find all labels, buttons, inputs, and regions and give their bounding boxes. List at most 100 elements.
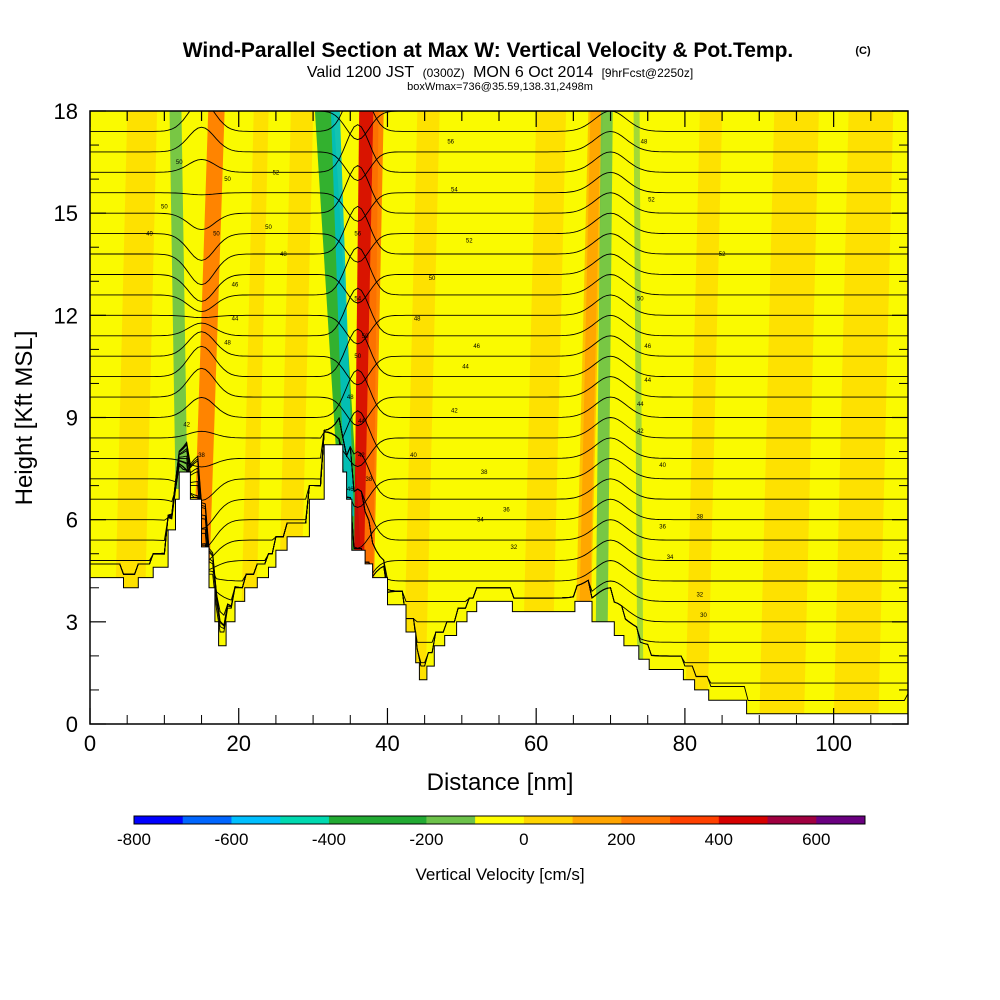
x-tick-label: 80	[673, 731, 697, 756]
downdraft-band	[595, 111, 613, 639]
colorbar-segment	[328, 816, 379, 824]
y-tick-label: 0	[66, 712, 78, 737]
contour-label-text: 52	[719, 252, 726, 258]
contour-label-text: 36	[659, 524, 666, 530]
contour-label-text: 50	[362, 334, 369, 340]
velocity-bands-layer	[169, 111, 644, 677]
contour-label-text: 52	[648, 198, 655, 204]
contour-label: 32	[696, 593, 703, 599]
colorbar-segment	[280, 816, 330, 824]
valid-time: Valid 1200 JST	[307, 64, 415, 81]
colorbar-tick-label: -400	[312, 830, 346, 849]
colorbar-segment	[718, 816, 769, 824]
contour-label-text: 42	[183, 422, 190, 428]
contour-label: 34	[477, 518, 484, 524]
contour-label: 50	[224, 177, 231, 183]
colorbar-segment	[816, 816, 866, 824]
contour-label-text: 34	[477, 518, 484, 524]
contour-label-text: 49	[146, 232, 153, 238]
contour-label-text: 40	[410, 453, 417, 459]
contour-label-text: 46	[232, 283, 239, 289]
x-axis-label: Distance [nm]	[427, 769, 574, 796]
theta-contour	[90, 126, 908, 181]
contour-label: 46	[473, 344, 480, 350]
theta-contour	[90, 328, 908, 378]
y-tick-label: 18	[54, 99, 78, 124]
contour-label: 54	[451, 187, 458, 193]
contour-label-text: 40	[659, 463, 666, 469]
updraft-band	[579, 111, 601, 619]
theta-contour	[90, 369, 908, 418]
colorbar-tick-label: 200	[607, 830, 635, 849]
contour-label: 40	[410, 453, 417, 459]
contour-label: 32	[511, 545, 518, 551]
theta-contour	[90, 205, 908, 286]
terrain-layer	[90, 444, 908, 724]
contour-label: 48	[641, 140, 648, 146]
theta-contour	[90, 417, 908, 467]
y-tick-label: 12	[54, 303, 78, 328]
contour-label: 49	[146, 232, 153, 238]
y-tick-label: 3	[66, 610, 78, 635]
contour-label-text: 50	[161, 204, 168, 210]
contour-label-text: 34	[667, 555, 674, 561]
theta-contour	[90, 331, 908, 386]
contour-label-text: 50	[637, 296, 644, 302]
valid-date: MON 6 Oct 2014	[473, 64, 593, 81]
contour-label: 38	[366, 477, 373, 483]
box-info: boxWmax=736@35.59,138.31,2498m	[407, 81, 593, 93]
contour-label: 50	[265, 225, 272, 231]
contour-label: 38	[481, 470, 488, 476]
contour-label: 50	[429, 276, 436, 282]
contour-label: 50	[362, 334, 369, 340]
contour-label: 50	[213, 232, 220, 238]
forecast-info: [9hrFcst@2250z]	[602, 66, 694, 80]
contour-label-text: 54	[354, 296, 361, 302]
contour-label: 46	[644, 344, 651, 350]
contour-label: 44	[644, 378, 651, 384]
chart-subtitle: Valid 1200 JST (0300Z) MON 6 Oct 2014 [9…	[307, 64, 693, 81]
contour-label: 34	[667, 555, 674, 561]
theta-contour	[90, 431, 908, 575]
updraft-band	[363, 111, 384, 581]
contour-label: 44	[232, 317, 239, 323]
contour-label: 54	[354, 296, 361, 302]
contour-label-text: 42	[358, 453, 365, 459]
contour-label: 50	[637, 296, 644, 302]
potential-temperature-contours	[90, 111, 908, 701]
contour-label: 44	[358, 419, 365, 425]
contour-label: 36	[659, 524, 666, 530]
contour-label: 48	[280, 252, 287, 258]
contour-label: 42	[637, 429, 644, 435]
colorbar-segment	[182, 816, 232, 824]
top-ticks	[90, 111, 908, 127]
x-tick-label: 0	[84, 731, 96, 756]
contour-label: 42	[451, 409, 458, 415]
colorbar-segment	[523, 816, 574, 824]
contour-label-text: 38	[366, 477, 373, 483]
theta-contour	[90, 431, 908, 602]
colorbar-tick-label: 0	[519, 830, 528, 849]
contour-label: 46	[347, 487, 354, 493]
theta-contour	[90, 246, 908, 313]
colorbar-segment	[767, 816, 817, 824]
contour-label: 48	[347, 395, 354, 401]
contour-labels-layer: 50 50 49 52 50 50 48 46 44 48 50 42 38 56 54 50 50 48 44 42…	[146, 140, 726, 619]
contour-label-text: 36	[503, 507, 510, 513]
contour-label: 40	[659, 463, 666, 469]
contour-label: 50	[161, 204, 168, 210]
copyright-mark: (C)	[855, 45, 871, 57]
downdraft-band	[330, 111, 354, 517]
contour-label: 38	[198, 453, 205, 459]
contour-label-text: 38	[696, 514, 703, 520]
theta-contour	[90, 367, 908, 427]
contour-label-text: 46	[644, 344, 651, 350]
contour-label: 52	[466, 238, 473, 244]
contour-label-text: 56	[447, 140, 454, 146]
theta-contour	[90, 294, 908, 345]
contour-label: 50	[354, 354, 361, 360]
contour-label: 52	[719, 252, 726, 258]
theta-contour	[90, 164, 908, 231]
y-tick-label: 6	[66, 508, 78, 533]
updraft-band	[193, 111, 225, 564]
